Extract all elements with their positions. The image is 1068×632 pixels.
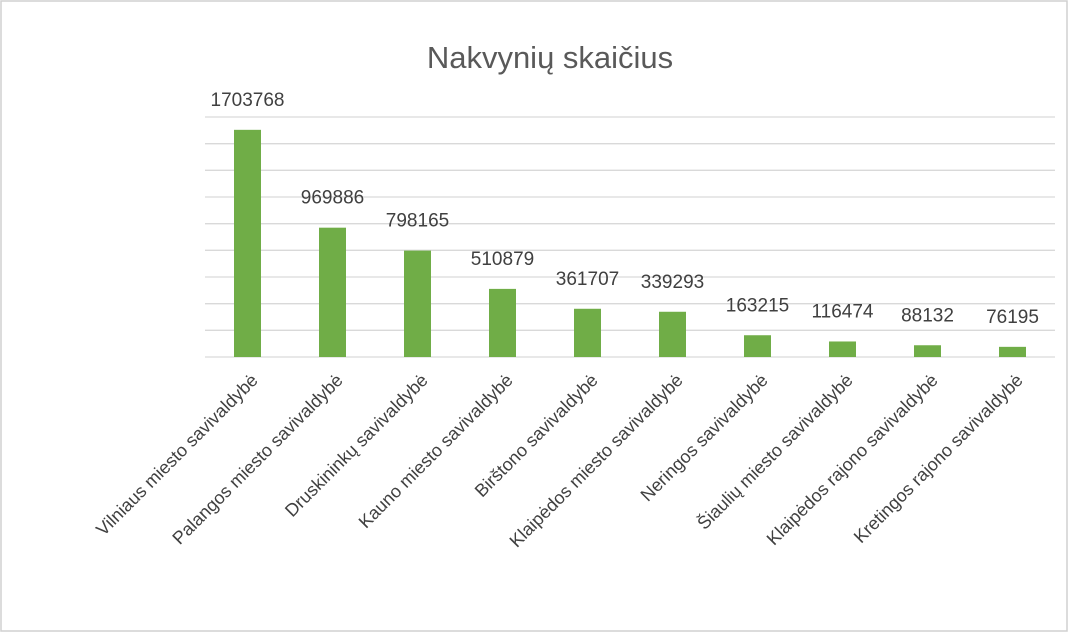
bar	[829, 341, 856, 357]
data-label: 798165	[386, 211, 449, 232]
data-label: 1703768	[211, 90, 285, 111]
chart-title: Nakvynių skaičius	[427, 40, 673, 75]
bar	[999, 346, 1026, 357]
bar	[659, 311, 686, 357]
bar	[574, 308, 601, 357]
bar	[404, 250, 431, 357]
data-label: 361707	[556, 269, 619, 290]
bar	[489, 288, 516, 357]
data-label: 969886	[301, 188, 364, 209]
bar	[914, 345, 941, 357]
data-label: 510879	[471, 249, 534, 270]
data-label: 116474	[812, 301, 874, 322]
data-label: 88132	[901, 305, 954, 326]
bar	[234, 129, 261, 357]
data-label: 163215	[726, 295, 789, 316]
data-label: 76195	[986, 307, 1039, 328]
bar	[319, 227, 346, 357]
data-label: 339293	[641, 272, 704, 293]
bar	[744, 335, 771, 357]
